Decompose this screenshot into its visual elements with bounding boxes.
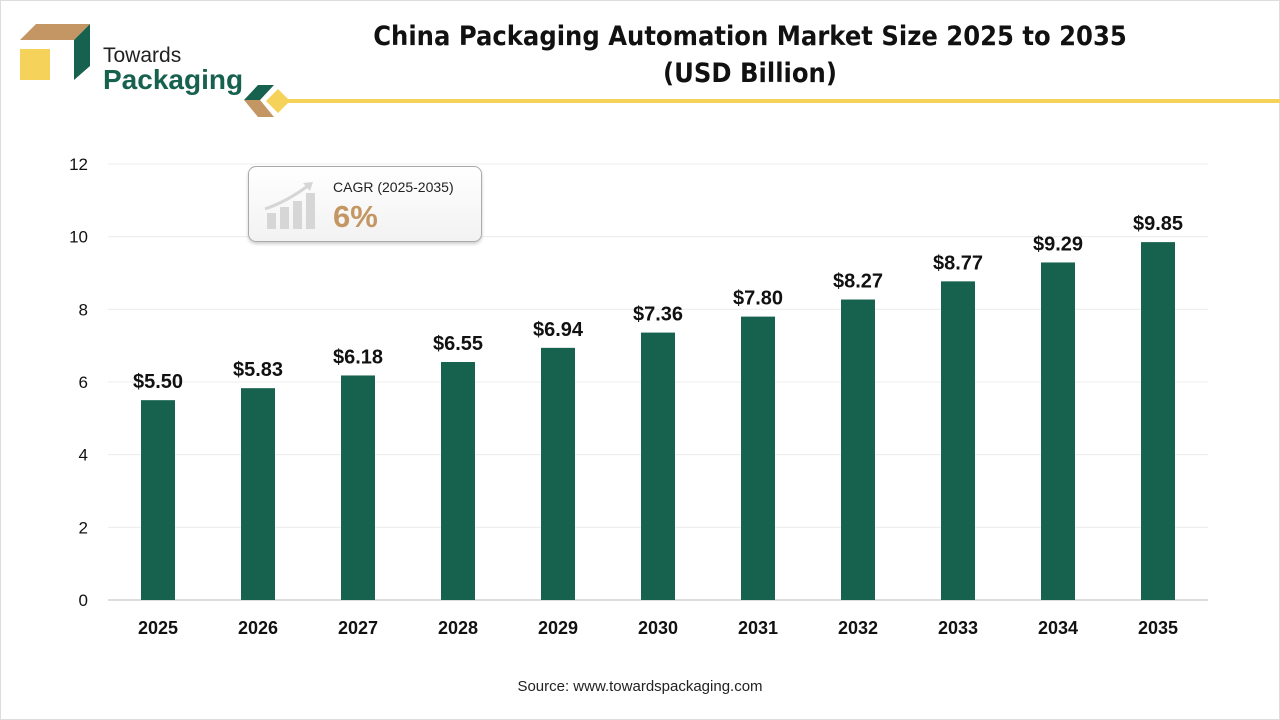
bar-2029 (541, 347, 575, 600)
source-note: Source: www.towardspackaging.com (517, 678, 763, 695)
x-tick-label: 2028 (438, 618, 478, 638)
y-tick-label: 8 (79, 300, 88, 319)
y-tick-label: 2 (79, 518, 88, 537)
x-tick-label: 2030 (638, 618, 678, 638)
data-label: $7.80 (733, 288, 783, 310)
bar-2032 (841, 299, 875, 600)
cagr-box: CAGR (2025-2035) 6% (248, 166, 482, 242)
bar-2025 (141, 400, 175, 600)
cagr-value: 6% (333, 199, 378, 234)
data-label: $8.77 (933, 252, 983, 274)
box-logo-icon (20, 24, 90, 80)
y-tick-label: 4 (79, 446, 88, 465)
y-tick-label: 12 (69, 155, 88, 174)
x-tick-label: 2027 (338, 618, 378, 638)
chart-title: China Packaging Automation Market Size 2… (345, 18, 1155, 92)
title-line1: China Packaging Automation Market Size 2… (373, 21, 1127, 52)
title-line2: (USD Billion) (663, 58, 837, 89)
diamond-decoration-icon (244, 85, 290, 117)
data-label: $6.55 (433, 333, 483, 355)
x-tick-label: 2025 (138, 618, 178, 638)
bar-2027 (341, 375, 375, 600)
x-tick-label: 2026 (238, 618, 278, 638)
y-tick-label: 10 (69, 228, 88, 247)
data-label: $7.36 (633, 304, 683, 326)
x-tick-label: 2034 (1038, 618, 1078, 638)
brand-logo: Towards Packaging (18, 22, 243, 95)
bar-2026 (241, 388, 275, 600)
x-tick-label: 2031 (738, 618, 778, 638)
growth-chart-icon (264, 182, 315, 229)
data-label: $9.85 (1133, 213, 1183, 235)
title-underline (285, 99, 1280, 103)
x-tick-label: 2032 (838, 618, 878, 638)
bar-2031 (741, 316, 775, 600)
data-label: $5.50 (133, 371, 183, 393)
data-label: $8.27 (833, 271, 883, 293)
data-label: $9.29 (1033, 233, 1083, 255)
bar-2030 (641, 332, 675, 600)
bar-2035 (1141, 242, 1175, 600)
brand-line1: Towards (103, 44, 182, 67)
data-label: $6.94 (533, 319, 584, 341)
cagr-label: CAGR (2025-2035) (333, 179, 454, 195)
bar-2034 (1041, 262, 1075, 600)
y-tick-label: 0 (79, 591, 88, 610)
bar-2033 (941, 281, 975, 600)
brand-line2: Packaging (103, 64, 244, 95)
bar-2028 (441, 362, 475, 600)
y-tick-label: 6 (79, 373, 88, 392)
data-label: $5.83 (233, 359, 283, 381)
x-tick-label: 2033 (938, 618, 978, 638)
x-tick-label: 2035 (1138, 618, 1178, 638)
x-tick-label: 2029 (538, 618, 578, 638)
data-label: $6.18 (333, 346, 383, 368)
